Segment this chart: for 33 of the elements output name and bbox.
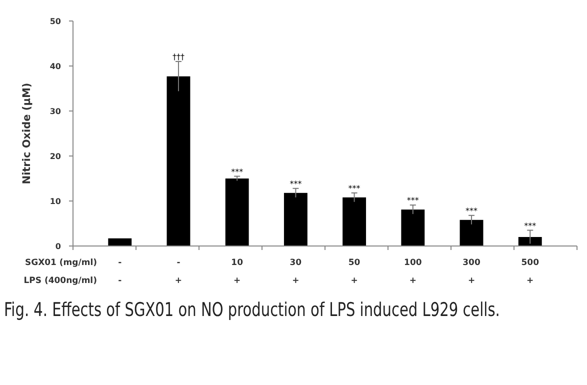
bar	[460, 220, 484, 246]
bar	[342, 197, 366, 246]
x-tick-label: 300 +	[462, 258, 480, 286]
data-label: ***	[290, 179, 302, 188]
y-tick-label: 10	[50, 196, 62, 206]
data-label: ***	[406, 196, 419, 206]
bar	[401, 210, 425, 246]
x-tick-label: 50 +	[348, 258, 360, 286]
x-tick-label: 500 +	[521, 258, 540, 286]
x-tick-label: 100 +	[404, 258, 422, 286]
x-tick-label: - -	[118, 258, 122, 286]
text: LPS (400ng/ml)	[24, 276, 98, 286]
data-label: †††	[172, 52, 184, 62]
x-tick-label: - +	[174, 258, 182, 286]
x-tick-label: 30 +	[290, 258, 302, 286]
x-tick-label: 10 +	[231, 258, 244, 286]
bar	[166, 76, 190, 246]
data-label: ***	[348, 184, 360, 193]
y-tick-label: 20	[50, 152, 62, 161]
y-tick-label: 40	[50, 62, 62, 71]
data-label: ***	[231, 167, 244, 176]
text: SGX01 (mg/ml)	[24, 258, 98, 268]
caption: Fig. 4. Effects of SGX01 on NO production of LPS induced L929 cells.	[4, 298, 501, 323]
y-tick-label: 30	[50, 106, 62, 116]
bar	[108, 238, 132, 246]
bar	[518, 237, 542, 246]
y-tick-label: 0	[55, 242, 62, 251]
data-label: ***	[524, 221, 536, 230]
data-label: ***	[466, 206, 478, 216]
bar	[225, 178, 249, 246]
y-tick-label: 50	[50, 16, 62, 26]
bar	[284, 192, 308, 246]
y-axis-title: Nitric Oxide (μM)	[21, 82, 33, 184]
